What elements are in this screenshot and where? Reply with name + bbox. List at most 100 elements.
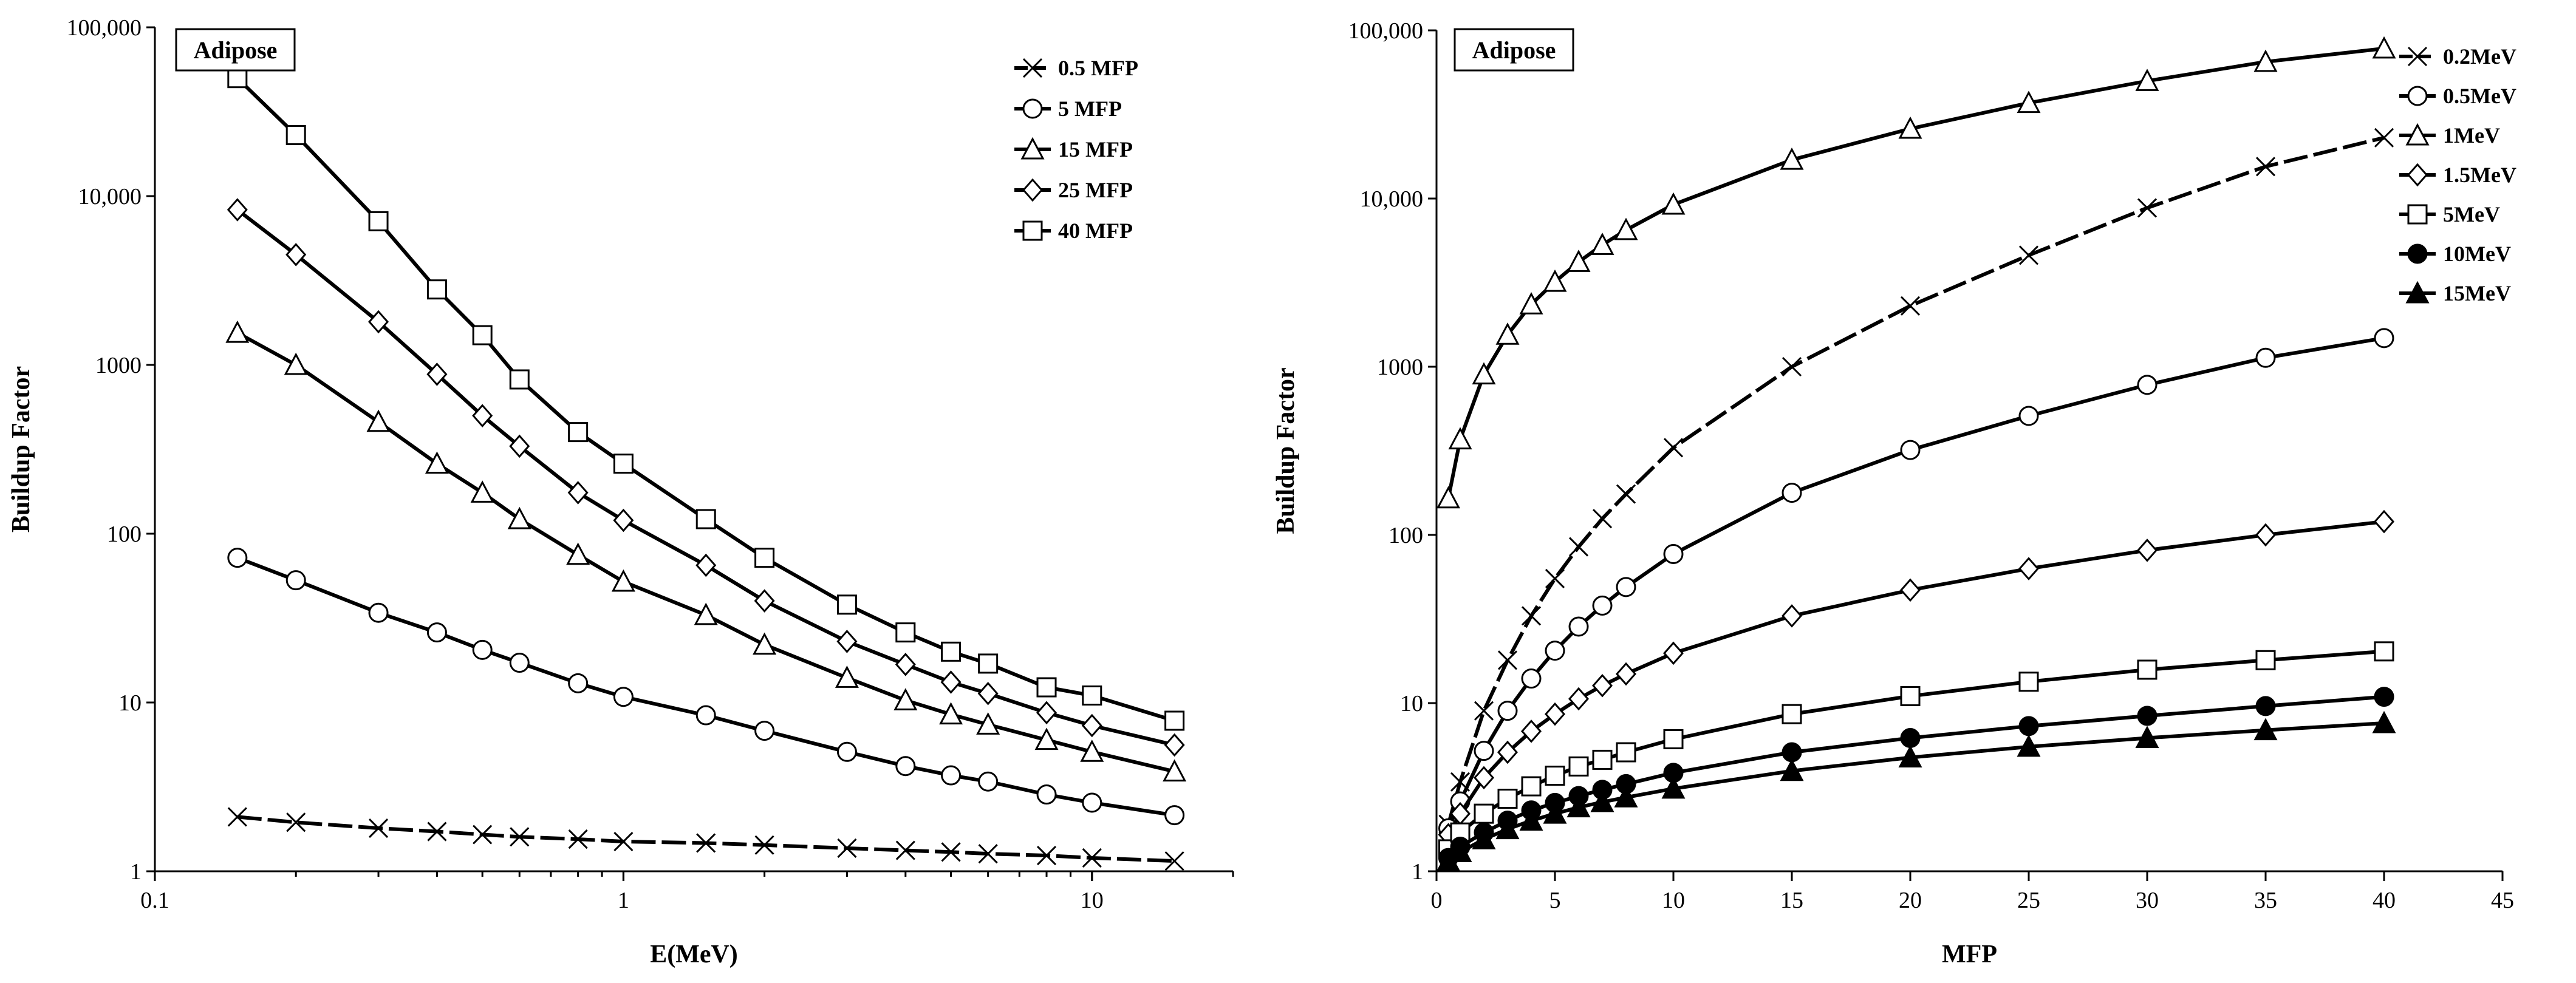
data-point — [754, 548, 775, 568]
data-point — [473, 825, 493, 845]
data-point — [510, 827, 530, 847]
data-point — [611, 569, 635, 592]
data-point — [893, 688, 918, 710]
data-point — [2255, 650, 2276, 670]
data-point — [1900, 686, 1921, 707]
data-point — [978, 771, 999, 792]
legend-label: 1.5MeV — [2443, 163, 2516, 187]
x-tick-label: 25 — [2017, 888, 2040, 913]
data-point — [1616, 742, 1636, 763]
data-point — [472, 639, 493, 660]
data-point — [939, 702, 963, 725]
data-point — [836, 741, 857, 762]
data-point — [1448, 840, 1472, 862]
data-point — [2137, 659, 2157, 680]
data-point — [2373, 509, 2395, 534]
data-point — [1782, 483, 1802, 503]
data-point — [1036, 845, 1057, 866]
x-tick-label: 10 — [1081, 888, 1104, 913]
data-point — [1566, 795, 1591, 818]
data-point — [1034, 727, 1059, 750]
data-point — [1568, 537, 1589, 557]
legend-entry: 10MeV — [2399, 242, 2511, 266]
legend-label: 5 MFP — [1058, 97, 1122, 121]
legend-marker — [2405, 123, 2430, 146]
data-point — [472, 325, 493, 345]
data-point — [568, 673, 589, 693]
chart-panel-2: 1 10 100 1000 10,000 100,000 0 5 10 15 20 25 30 35 40 4… — [1272, 18, 2516, 968]
data-point — [1521, 776, 1542, 797]
data-point — [1780, 147, 1804, 170]
data-point — [1900, 440, 1921, 460]
legend-marker — [2407, 86, 2428, 106]
data-point — [1614, 785, 1638, 808]
y-tick-label: 100,000 — [1348, 18, 1424, 44]
data-point — [225, 320, 250, 343]
legend-entry: 1.5MeV — [2399, 163, 2516, 187]
data-point — [1521, 606, 1542, 626]
data-point — [1437, 486, 1460, 509]
series-line — [1447, 695, 2385, 860]
data-point — [2017, 734, 2041, 757]
data-point — [1080, 740, 1104, 762]
legend-label: 40 MFP — [1058, 219, 1133, 243]
series-line — [236, 208, 1175, 747]
series-15MeV — [1437, 710, 2396, 871]
data-point — [1472, 362, 1496, 385]
series-25-MFP — [227, 198, 1185, 757]
data-point — [1900, 728, 1921, 749]
legend-entry: 15MeV — [2399, 281, 2511, 305]
x-tick-label: 0 — [1431, 888, 1443, 913]
data-point — [696, 833, 716, 853]
data-point — [2255, 157, 2276, 177]
series-15-MFP — [225, 320, 1187, 782]
data-point — [1899, 578, 1921, 602]
data-point — [1615, 662, 1637, 686]
data-point — [613, 831, 634, 852]
x-tick-label: 35 — [2254, 888, 2277, 913]
data-point — [1661, 776, 1686, 799]
data-point — [509, 653, 530, 673]
legend-marker — [1022, 98, 1043, 119]
data-point — [1568, 687, 1590, 711]
x-tick-label: 15 — [1780, 888, 1803, 913]
data-point — [1592, 595, 1613, 616]
y-tick-label: 100,000 — [67, 15, 142, 41]
data-point — [941, 641, 962, 662]
x-tick-label: 40 — [2373, 888, 2396, 913]
y-tick-label: 10,000 — [1360, 186, 1424, 212]
data-point — [1898, 116, 1922, 139]
y-axis-label: Buildup Factor — [7, 366, 35, 532]
data-point — [941, 842, 961, 862]
data-point — [227, 68, 248, 89]
data-point — [1082, 848, 1102, 868]
series-5MeV — [1438, 641, 2394, 860]
y-tick-label: 100 — [1389, 523, 1423, 548]
data-point — [613, 687, 634, 707]
data-point — [2137, 375, 2157, 395]
data-point — [470, 480, 494, 503]
data-point — [1497, 650, 1518, 670]
data-point — [940, 670, 962, 694]
data-point — [1590, 233, 1614, 255]
legend-label: 0.5MeV — [2443, 84, 2516, 108]
data-point — [426, 362, 448, 386]
data-point — [507, 506, 531, 529]
data-point — [1592, 749, 1613, 770]
data-point — [2255, 523, 2277, 547]
data-point — [1163, 759, 1187, 782]
data-point — [1036, 784, 1057, 805]
y-tick-label: 100 — [107, 522, 142, 547]
data-point — [754, 589, 775, 613]
data-point — [2018, 716, 2039, 736]
y-axis-label: Buildup Factor — [1272, 367, 1300, 534]
y-tick-label: 1 — [1412, 859, 1423, 885]
legend-entry: 0.5 MFP — [1014, 56, 1138, 80]
legend-label: 1MeV — [2443, 123, 2500, 148]
data-point — [694, 602, 718, 625]
data-point — [2372, 36, 2396, 59]
data-point — [2137, 706, 2157, 726]
legend-entry: 15 MFP — [1014, 137, 1133, 162]
series-0.5-MFP — [227, 807, 1184, 871]
data-point — [695, 553, 717, 577]
